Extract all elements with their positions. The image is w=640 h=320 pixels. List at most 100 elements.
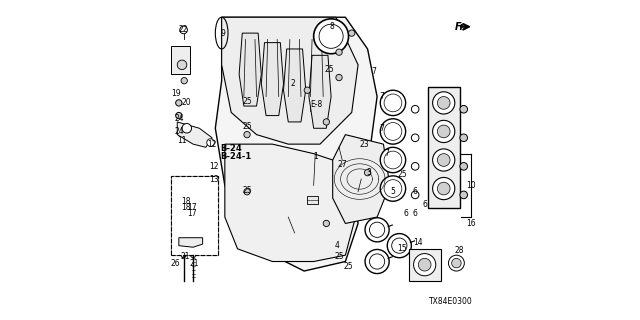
- Circle shape: [449, 255, 465, 271]
- Text: 17: 17: [187, 203, 196, 212]
- Circle shape: [380, 119, 406, 144]
- Text: 16: 16: [466, 219, 476, 228]
- Polygon shape: [333, 135, 390, 223]
- Text: 27: 27: [337, 160, 347, 169]
- Circle shape: [189, 231, 197, 238]
- Text: 1: 1: [314, 152, 318, 161]
- Polygon shape: [179, 238, 203, 247]
- Text: 25: 25: [242, 97, 252, 106]
- Circle shape: [419, 258, 431, 271]
- Text: 12: 12: [209, 162, 218, 171]
- Circle shape: [380, 90, 406, 116]
- Circle shape: [433, 178, 455, 200]
- Text: 19: 19: [171, 89, 180, 98]
- Circle shape: [460, 191, 467, 199]
- Circle shape: [412, 105, 419, 113]
- Polygon shape: [221, 17, 358, 144]
- Circle shape: [433, 149, 455, 171]
- Text: 20: 20: [181, 99, 191, 108]
- Text: 25: 25: [242, 122, 252, 131]
- Circle shape: [175, 100, 182, 106]
- Text: 6: 6: [413, 209, 418, 219]
- Circle shape: [175, 112, 182, 119]
- Text: 4: 4: [335, 241, 340, 250]
- Circle shape: [384, 151, 402, 169]
- Circle shape: [336, 49, 342, 55]
- Text: 6: 6: [422, 200, 427, 209]
- Bar: [409, 249, 440, 281]
- Circle shape: [178, 224, 186, 232]
- Text: 25: 25: [242, 186, 252, 195]
- Circle shape: [177, 60, 187, 69]
- Circle shape: [384, 94, 402, 112]
- Text: 5: 5: [390, 187, 396, 196]
- Circle shape: [181, 77, 188, 84]
- Text: 13: 13: [209, 174, 218, 184]
- Circle shape: [323, 119, 330, 125]
- Circle shape: [437, 154, 450, 166]
- Text: 25: 25: [397, 170, 407, 179]
- Text: Fr.: Fr.: [455, 22, 467, 32]
- Text: 25: 25: [344, 262, 353, 271]
- Circle shape: [314, 19, 349, 54]
- Text: 25: 25: [334, 252, 344, 261]
- Circle shape: [380, 147, 406, 173]
- Circle shape: [195, 239, 201, 245]
- Polygon shape: [225, 144, 358, 261]
- Text: 21: 21: [190, 259, 200, 268]
- Text: B-24: B-24: [220, 144, 242, 153]
- Circle shape: [207, 139, 214, 146]
- Circle shape: [380, 176, 406, 201]
- Circle shape: [412, 191, 419, 199]
- Circle shape: [244, 132, 250, 138]
- Circle shape: [244, 188, 250, 195]
- Text: 11: 11: [177, 136, 187, 146]
- Circle shape: [304, 87, 310, 93]
- Circle shape: [433, 92, 455, 114]
- Text: 26: 26: [171, 259, 180, 268]
- Text: 21: 21: [180, 252, 190, 261]
- Text: 22: 22: [178, 25, 188, 35]
- Bar: [307, 196, 319, 204]
- Circle shape: [182, 124, 191, 133]
- Circle shape: [412, 163, 419, 170]
- Text: 12: 12: [207, 140, 217, 148]
- Circle shape: [460, 134, 467, 142]
- Circle shape: [460, 163, 467, 170]
- Bar: [171, 176, 218, 255]
- Circle shape: [181, 252, 186, 258]
- Text: 8: 8: [330, 22, 334, 31]
- Text: 28: 28: [455, 246, 465, 255]
- Circle shape: [323, 220, 330, 227]
- Text: 15: 15: [397, 244, 407, 253]
- Text: 14: 14: [413, 238, 423, 247]
- Polygon shape: [261, 43, 284, 116]
- Circle shape: [437, 97, 450, 109]
- Circle shape: [364, 170, 371, 176]
- Circle shape: [437, 125, 450, 138]
- Circle shape: [413, 253, 436, 276]
- Text: TX84E0300: TX84E0300: [429, 297, 472, 306]
- Text: 6: 6: [413, 187, 418, 196]
- Text: 7: 7: [380, 92, 384, 101]
- Bar: [171, 176, 218, 255]
- Text: 17: 17: [187, 209, 196, 219]
- Text: 6: 6: [403, 209, 408, 219]
- Circle shape: [180, 26, 188, 34]
- Circle shape: [460, 105, 467, 113]
- Text: 2: 2: [291, 79, 296, 88]
- Bar: [428, 87, 460, 208]
- Circle shape: [191, 252, 196, 258]
- Text: E-8: E-8: [310, 100, 323, 109]
- Text: 3: 3: [367, 168, 372, 177]
- Polygon shape: [215, 17, 377, 271]
- Text: 24: 24: [174, 127, 184, 136]
- Circle shape: [384, 180, 402, 197]
- Text: B-24-1: B-24-1: [220, 152, 252, 161]
- Text: 7: 7: [380, 124, 384, 133]
- Text: 25: 25: [324, 65, 334, 74]
- Text: 7: 7: [384, 149, 389, 158]
- Polygon shape: [239, 33, 261, 106]
- Text: 18: 18: [181, 197, 191, 206]
- Circle shape: [437, 182, 450, 195]
